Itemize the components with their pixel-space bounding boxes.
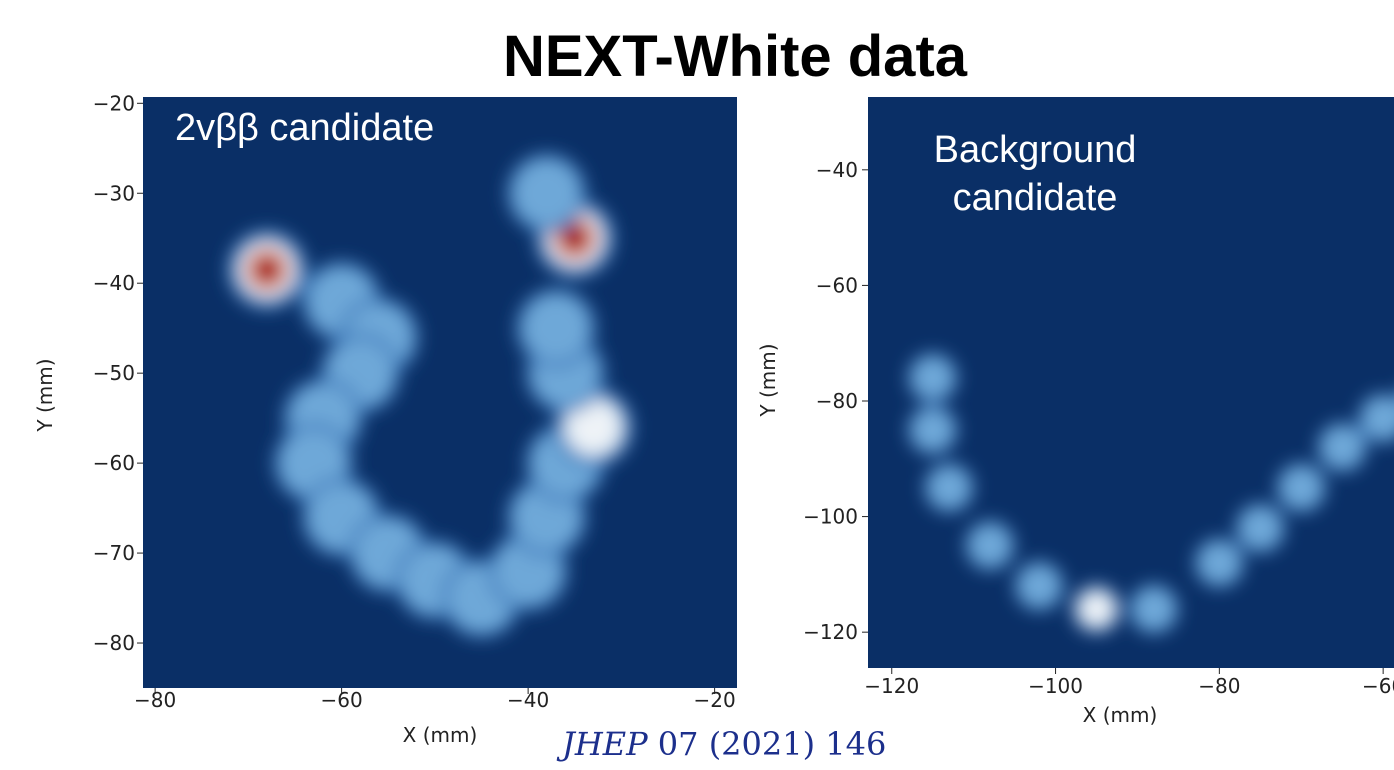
- plot-area: [907, 352, 1394, 635]
- x-tick-label: −60: [1362, 674, 1394, 698]
- title: NEXT-White data: [503, 24, 968, 89]
- track-glow: [1320, 426, 1364, 469]
- track-glow: [512, 159, 581, 228]
- x-tick-label: −40: [507, 688, 549, 712]
- y-tick-label: −50: [93, 361, 135, 385]
- y-axis-label: Y (mm): [33, 358, 57, 432]
- track-glow: [1239, 506, 1282, 550]
- x-tick-label: −60: [321, 688, 363, 712]
- y-tick-label: −80: [816, 389, 858, 413]
- y-tick-label: −70: [93, 541, 135, 565]
- y-tick-label: −30: [93, 181, 135, 205]
- y-tick-label: −120: [803, 620, 858, 644]
- y-tick-label: −80: [93, 631, 135, 655]
- track-glow: [1079, 591, 1114, 627]
- x-tick-label: −20: [694, 688, 736, 712]
- track-glow: [968, 524, 1012, 567]
- annotation: Background: [934, 129, 1137, 171]
- x-tick-label: −120: [864, 674, 919, 698]
- y-tick-label: −40: [816, 158, 858, 182]
- track-glow: [522, 294, 591, 363]
- track-glow: [559, 222, 591, 254]
- track-glow: [1361, 397, 1394, 440]
- x-axis-label: X (mm): [403, 723, 478, 747]
- x-axis-label: X (mm): [1083, 703, 1158, 727]
- annotation: candidate: [953, 177, 1118, 219]
- track-glow: [911, 408, 954, 452]
- y-tick-label: −20: [93, 91, 135, 115]
- y-tick-label: −60: [93, 451, 135, 475]
- track-glow: [927, 466, 971, 509]
- track-glow: [1280, 466, 1323, 509]
- track-glow: [251, 254, 283, 286]
- reference: 07 (2021) 146: [658, 725, 887, 763]
- x-tick-label: −80: [134, 688, 176, 712]
- y-tick-label: −100: [803, 505, 858, 529]
- plot-area: [227, 153, 634, 639]
- y-axis-label: Y (mm): [756, 343, 780, 417]
- track-glow: [1132, 587, 1176, 631]
- y-tick-label: −40: [93, 271, 135, 295]
- track-glow: [565, 399, 622, 455]
- y-tick-label: −60: [816, 273, 858, 297]
- x-tick-label: −100: [1028, 674, 1083, 698]
- track-glow: [911, 356, 954, 400]
- annotation: 2vββ candidate: [175, 107, 434, 149]
- x-tick-label: −80: [1198, 674, 1240, 698]
- track-glow: [1198, 541, 1241, 585]
- track-glow: [1017, 564, 1061, 608]
- journal: JHEP: [556, 725, 648, 763]
- citation: JHEP 07 (2021) 146: [556, 725, 886, 763]
